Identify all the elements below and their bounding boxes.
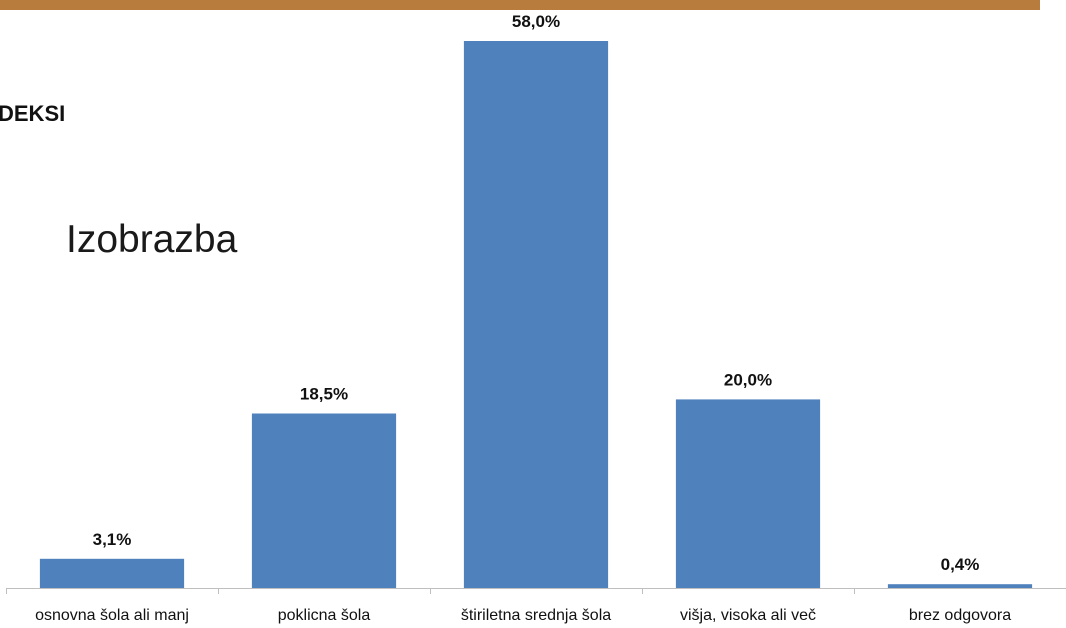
- bar: [39, 558, 185, 588]
- side-heading-fragment: DEKSI: [0, 101, 66, 126]
- bars-layer: [39, 41, 1033, 588]
- top-color-band: [0, 0, 1040, 10]
- x-tick-label: brez odgovora: [909, 607, 1011, 624]
- bar: [251, 413, 397, 588]
- data-label: 3,1%: [93, 530, 132, 549]
- bar: [887, 584, 1033, 588]
- x-tick-label: poklicna šola: [278, 607, 371, 624]
- x-tick-label: štiriletna srednja šola: [461, 607, 611, 624]
- data-label: 0,4%: [941, 555, 980, 574]
- labels-layer: 3,1% osnovna šola ali manj 18,5% poklicna š…: [35, 12, 1011, 624]
- x-tick-label: osnovna šola ali manj: [35, 607, 189, 624]
- data-label: 18,5%: [300, 385, 348, 404]
- data-label: 20,0%: [724, 370, 772, 389]
- axis-layer: [6, 588, 1066, 594]
- bar: [675, 399, 821, 588]
- x-tick-label: višja, visoka ali več: [680, 607, 816, 624]
- chart-title: Izobrazba: [66, 218, 238, 261]
- data-label: 58,0%: [512, 12, 560, 31]
- bar: [463, 41, 609, 588]
